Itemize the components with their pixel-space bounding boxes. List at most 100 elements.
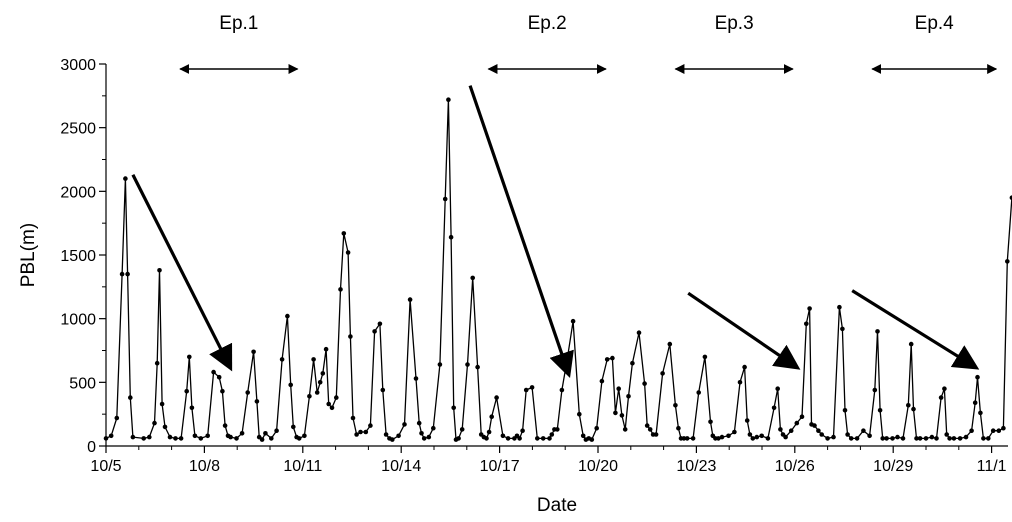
data-point (475, 364, 480, 370)
data-point (220, 388, 225, 394)
data-point (348, 334, 353, 339)
episode-label: Ep.2 (528, 13, 567, 34)
data-point (285, 313, 290, 319)
data-point (205, 433, 210, 439)
x-tick-label: 11/1 (977, 458, 1007, 475)
data-point (334, 395, 339, 400)
data-point (162, 424, 168, 430)
data-point (978, 410, 983, 416)
x-tick-label: 10/8 (189, 458, 220, 475)
x-tick-label: 10/17 (480, 458, 520, 475)
data-point (114, 415, 120, 421)
data-point (996, 428, 1002, 434)
data-point (442, 196, 448, 202)
trend-arrow (131, 174, 233, 372)
data-point (345, 250, 351, 255)
episode-label: Ep.3 (715, 13, 754, 34)
data-point (613, 410, 618, 416)
data-point (804, 321, 809, 327)
data-point (421, 436, 427, 441)
data-point (594, 425, 599, 431)
data-point (489, 414, 495, 420)
data-point (178, 436, 184, 441)
data-point (547, 436, 552, 441)
data-point (750, 436, 756, 441)
data-point (589, 437, 595, 442)
data-point (696, 390, 701, 395)
data-point (157, 268, 162, 273)
data-point (831, 434, 836, 440)
data-point (147, 434, 152, 440)
data-point (500, 433, 506, 439)
data-point (125, 271, 130, 277)
data-point (263, 431, 268, 436)
data-point (269, 436, 274, 441)
data-point (890, 436, 895, 441)
x-tick-label: 10/29 (873, 458, 913, 475)
data-point (895, 434, 900, 440)
data-point (413, 376, 419, 381)
data-point (517, 436, 522, 441)
data-point (929, 434, 935, 440)
data-point (599, 378, 605, 384)
data-point (486, 429, 492, 435)
data-point (908, 341, 914, 347)
data-point (187, 354, 192, 360)
data-point (744, 418, 750, 423)
data-point (128, 395, 133, 400)
data-point (288, 382, 294, 388)
data-point (523, 387, 529, 393)
data-point (934, 436, 939, 441)
data-point (119, 271, 125, 277)
data-point (383, 432, 389, 437)
episode-label: Ep.4 (915, 13, 955, 34)
data-point (167, 434, 173, 440)
data-point (446, 97, 451, 102)
y-tick-label: 500 (69, 375, 96, 392)
data-point (123, 176, 128, 181)
data-point (845, 432, 850, 437)
data-point (747, 432, 753, 437)
data-point (778, 427, 783, 432)
data-point (619, 413, 625, 418)
data-point (765, 436, 771, 441)
data-point (184, 388, 189, 394)
data-point (372, 329, 377, 334)
data-point (1005, 259, 1010, 264)
data-point (426, 434, 432, 440)
y-tick-label: 2000 (60, 184, 96, 201)
x-tick-label: 10/11 (283, 458, 322, 475)
data-point (329, 405, 335, 411)
data-point (419, 431, 424, 436)
data-point (690, 436, 696, 441)
data-point (216, 374, 222, 380)
data-point (520, 428, 525, 434)
data-point (555, 427, 560, 432)
data-point (626, 394, 631, 399)
data-point (296, 436, 302, 441)
data-point (673, 403, 678, 408)
data-point (154, 360, 160, 366)
data-point (189, 405, 195, 411)
y-tick-label: 2500 (60, 121, 96, 138)
data-point (775, 386, 780, 392)
data-point (900, 436, 906, 441)
data-point (854, 436, 860, 441)
data-point (192, 433, 198, 439)
data-point (222, 423, 228, 428)
data-point (938, 395, 944, 400)
data-point (914, 436, 919, 441)
plot-frame (105, 64, 1008, 447)
data-point (951, 436, 957, 441)
data-point (981, 436, 986, 441)
data-point (291, 424, 296, 430)
trend-arrow (468, 85, 574, 378)
data-point (848, 436, 854, 441)
data-point (969, 428, 974, 434)
data-point (812, 423, 817, 428)
data-point (819, 432, 824, 437)
data-point (540, 436, 546, 441)
data-point (972, 400, 978, 406)
x-tick-label: 10/14 (381, 458, 421, 475)
